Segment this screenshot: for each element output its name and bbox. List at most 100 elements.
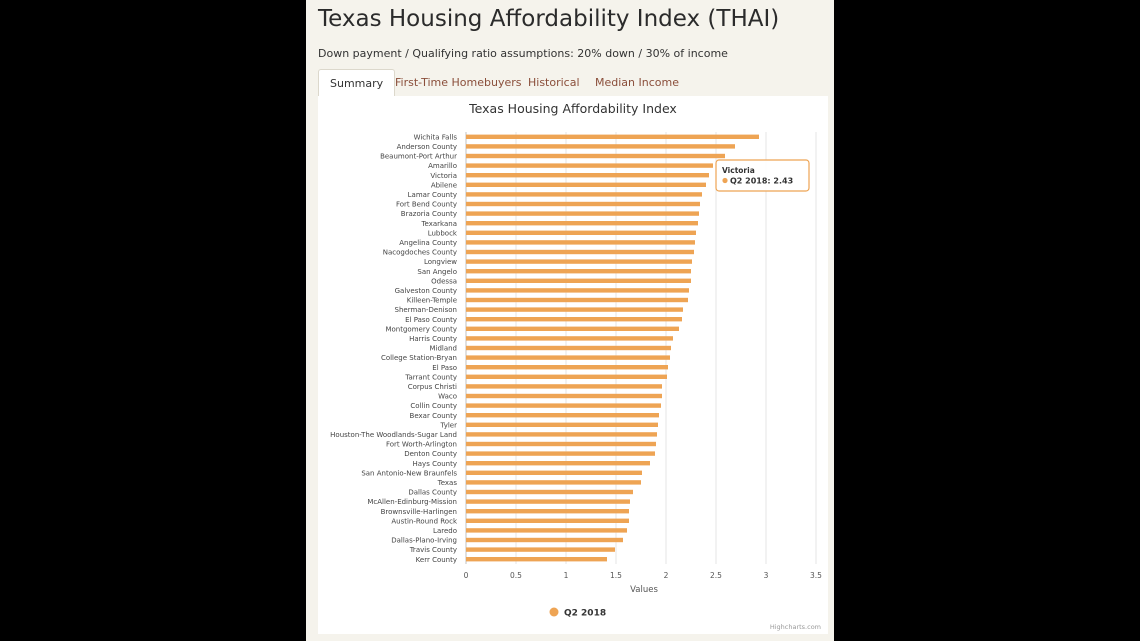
- tab-median-income[interactable]: Median Income: [595, 76, 679, 89]
- legend-item-q2-2018[interactable]: Q2 2018: [564, 609, 606, 619]
- bar[interactable]: [466, 336, 673, 341]
- category-label: Travis County: [409, 546, 457, 554]
- x-tick-label: 1.5: [610, 571, 622, 580]
- category-label: Brazoria County: [401, 210, 457, 218]
- bar[interactable]: [466, 288, 689, 293]
- category-label: Corpus Christi: [408, 383, 457, 391]
- tab-historical[interactable]: Historical: [528, 76, 580, 89]
- bar[interactable]: [466, 518, 629, 523]
- bar[interactable]: [466, 211, 699, 216]
- bar[interactable]: [466, 470, 642, 475]
- bar[interactable]: [466, 240, 695, 245]
- bar[interactable]: [466, 221, 698, 226]
- report-panel: Texas Housing Affordability Index (THAI)…: [306, 0, 834, 641]
- bar[interactable]: [466, 509, 629, 514]
- bar[interactable]: [466, 403, 661, 408]
- category-label: Wichita Falls: [414, 133, 458, 141]
- bar[interactable]: [466, 413, 659, 418]
- highcharts-credits[interactable]: Highcharts.com: [770, 623, 821, 631]
- category-label: Angelina County: [399, 239, 457, 247]
- x-tick-label: 2: [664, 571, 669, 580]
- category-label: Lubbock: [428, 229, 458, 237]
- category-label: Victoria: [430, 172, 457, 180]
- bar-series-q2-2018[interactable]: [466, 134, 759, 562]
- category-label: Dallas County: [408, 489, 457, 497]
- bar[interactable]: [466, 307, 683, 312]
- bar[interactable]: [466, 278, 691, 283]
- x-axis-title: Values: [630, 585, 658, 595]
- chart-card: Texas Housing Affordability Index Wichit…: [318, 96, 828, 634]
- category-label: San Antonio-New Braunfels: [361, 469, 457, 477]
- bar[interactable]: [466, 192, 702, 197]
- tooltip-box: [715, 159, 810, 192]
- x-tick-label: 3.5: [810, 571, 822, 580]
- bar[interactable]: [466, 461, 650, 466]
- bar[interactable]: [466, 201, 700, 207]
- bar[interactable]: [466, 528, 627, 533]
- page-title: Texas Housing Affordability Index (THAI): [318, 6, 780, 32]
- bar[interactable]: [466, 144, 735, 149]
- category-label: Montgomery County: [385, 325, 457, 333]
- x-tick-label: 0: [464, 571, 469, 580]
- category-label: Hays County: [413, 460, 458, 468]
- tooltip-value: Q2 2018: 2.43: [730, 177, 793, 186]
- category-label: Bexar County: [410, 412, 457, 420]
- bar[interactable]: [466, 345, 671, 351]
- category-label: Beaumont-Port Arthur: [380, 153, 457, 161]
- bar[interactable]: [466, 451, 655, 456]
- bar[interactable]: [466, 499, 630, 504]
- bar[interactable]: [466, 249, 694, 255]
- category-label: McAllen-Edinburg-Mission: [367, 498, 457, 506]
- category-label: Galveston County: [395, 287, 457, 295]
- category-label: El Paso County: [405, 316, 457, 324]
- bar[interactable]: [466, 269, 691, 274]
- x-tick-label: 2.5: [710, 571, 722, 580]
- bar[interactable]: [466, 163, 713, 168]
- category-label: Tyler: [440, 421, 458, 429]
- category-label: Anderson County: [397, 143, 457, 151]
- bar[interactable]: [466, 557, 607, 562]
- tooltip-marker-icon: [722, 177, 728, 184]
- bar[interactable]: [466, 480, 641, 485]
- value-axis-ticks: 0 0.5 1 1.5 2 2.5 3 3.5: [464, 571, 823, 580]
- category-label: Odessa: [431, 277, 457, 285]
- bar[interactable]: [466, 134, 759, 139]
- legend-marker-icon: [549, 607, 559, 617]
- category-label: Denton County: [404, 450, 457, 458]
- bar[interactable]: [466, 489, 633, 495]
- category-label: Tarrant County: [404, 373, 457, 381]
- category-label: Brownsville-Harlingen: [381, 508, 457, 516]
- bar[interactable]: [466, 182, 706, 187]
- tab-first-time-homebuyers[interactable]: First-Time Homebuyers: [395, 76, 522, 89]
- bar[interactable]: [466, 547, 615, 552]
- bar[interactable]: [466, 374, 667, 379]
- tab-summary[interactable]: Summary: [318, 69, 396, 97]
- bar[interactable]: [466, 365, 668, 370]
- category-label: Waco: [438, 393, 457, 401]
- category-label: Fort Worth-Arlington: [386, 441, 457, 449]
- bar[interactable]: [466, 393, 662, 399]
- bar[interactable]: [466, 173, 709, 178]
- category-label: Austin-Round Rock: [391, 517, 458, 525]
- tooltip-title: Victoria: [722, 166, 755, 175]
- category-axis-labels: Wichita Falls Anderson County Beaumont-Por…: [330, 133, 458, 563]
- category-label: Kerr County: [416, 556, 457, 564]
- category-label: Texas: [437, 479, 458, 487]
- bar[interactable]: [466, 432, 657, 437]
- bar[interactable]: [466, 153, 725, 159]
- bar[interactable]: [466, 230, 696, 235]
- bar[interactable]: [466, 384, 662, 389]
- category-label: Laredo: [433, 527, 457, 535]
- bar[interactable]: [466, 355, 670, 360]
- legend[interactable]: Q2 2018: [549, 607, 607, 619]
- bar[interactable]: [466, 441, 656, 447]
- bar[interactable]: [466, 422, 658, 427]
- category-label: Houston-The Woodlands-Sugar Land: [330, 431, 457, 439]
- x-tick-label: 0.5: [510, 571, 522, 580]
- category-label: Sherman-Denison: [395, 306, 457, 314]
- bar[interactable]: [466, 326, 679, 331]
- bar[interactable]: [466, 259, 692, 264]
- bar[interactable]: [466, 297, 688, 303]
- bar[interactable]: [466, 317, 682, 322]
- bar[interactable]: [466, 537, 623, 543]
